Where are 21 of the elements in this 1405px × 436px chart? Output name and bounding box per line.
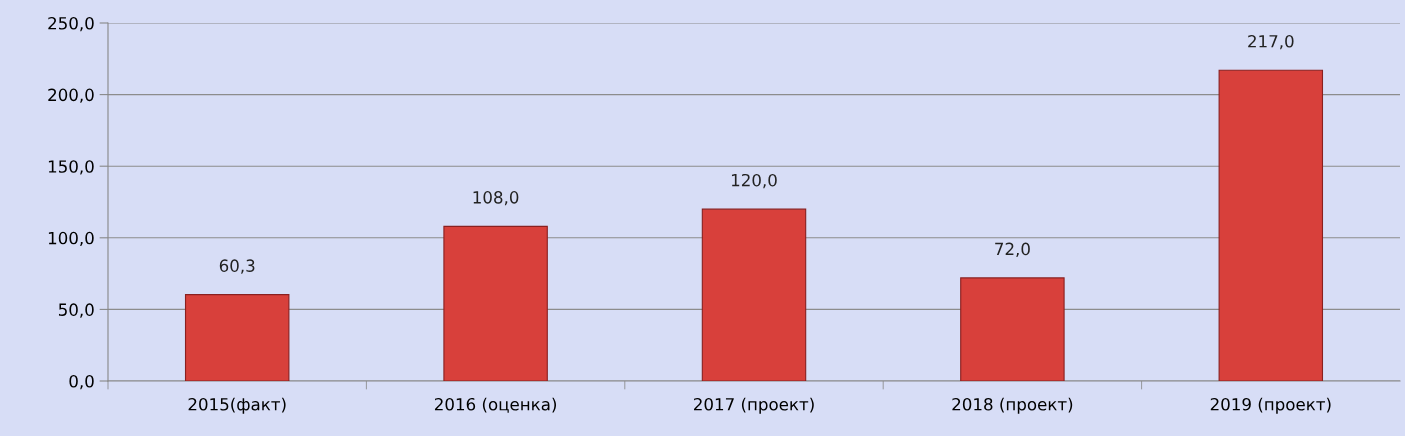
y-tick-label: 150,0 [48,160,94,175]
x-tick-label: 2016 (оценка) [434,397,557,413]
bar [443,225,548,381]
data-label: 108,0 [473,191,519,206]
y-tick-label: 100,0 [48,231,94,247]
x-tick-label: 2018 (проект) [952,397,1073,414]
y-tick-label: 0,0 [69,374,94,390]
x-tick-label: 2019 (проект) [1210,397,1331,414]
data-label: 120,0 [731,173,777,189]
x-tick-label: 2015(факт) [188,397,286,414]
bar [184,294,290,381]
data-label: 217,0 [1248,34,1294,50]
y-tick-label: 50,0 [58,303,94,318]
bar [960,277,1065,381]
bar [701,208,807,381]
data-label: 60,3 [219,259,255,274]
x-tick-label: 2017 (проект) [694,397,814,414]
bar [1218,69,1324,381]
y-tick-label: 250,0 [48,16,94,32]
data-label: 72,0 [995,242,1030,257]
y-tick-label: 200,0 [48,88,94,103]
